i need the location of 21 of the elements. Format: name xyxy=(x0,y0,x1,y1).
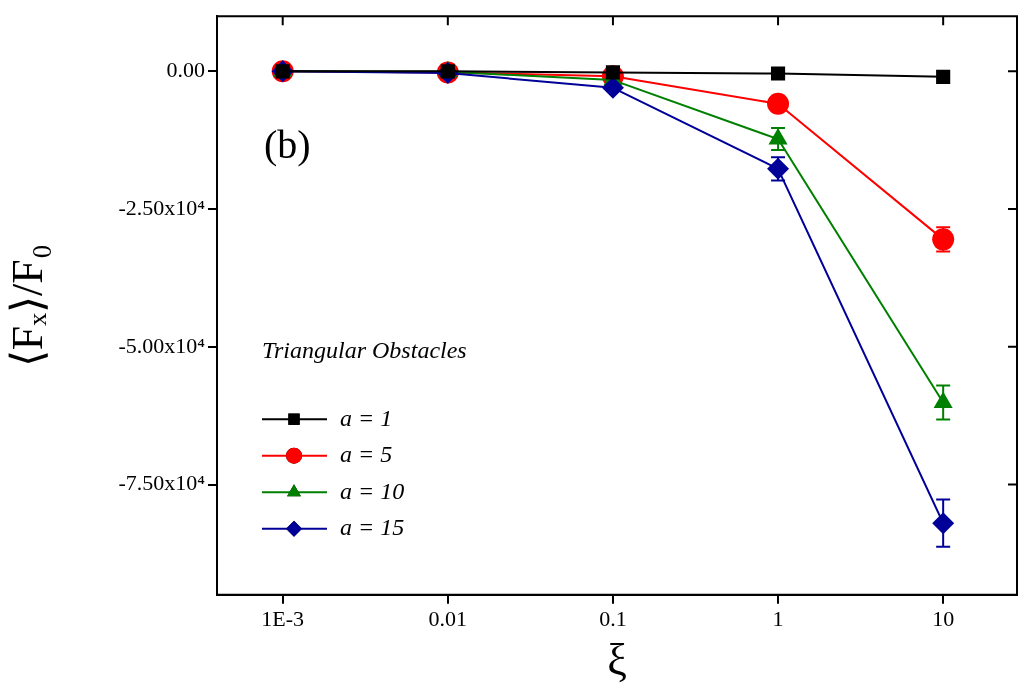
x-tick-label: 1E-3 xyxy=(261,605,305,631)
y-tick-label: 0.00 xyxy=(166,57,205,83)
x-tick-label: 10 xyxy=(932,605,955,631)
legend-label: a = 10 xyxy=(340,477,405,504)
x-tick-label: 1 xyxy=(772,605,784,631)
point xyxy=(767,92,790,115)
legend-title: Triangular Obstacles xyxy=(262,336,467,363)
annotation: (b) xyxy=(264,122,311,168)
point xyxy=(770,66,786,81)
y-tick-label: -2.50x10⁴ xyxy=(118,194,206,220)
y-tick-label: -7.50x10⁴ xyxy=(118,470,206,496)
legend-label: a = 1 xyxy=(340,404,393,431)
point xyxy=(936,69,951,84)
y-axis-title: ⟨Fₓ⟩/F₀ xyxy=(2,243,52,368)
legend-label: a = 5 xyxy=(340,441,393,468)
x-axis-title: ξ xyxy=(607,635,627,685)
y-tick-label: -5.00x10⁴ xyxy=(118,332,206,358)
point xyxy=(601,76,624,99)
x-tick-label: 0.1 xyxy=(599,605,627,631)
x-tick-label: 0.01 xyxy=(428,605,468,631)
legend-label: a = 15 xyxy=(340,514,405,541)
